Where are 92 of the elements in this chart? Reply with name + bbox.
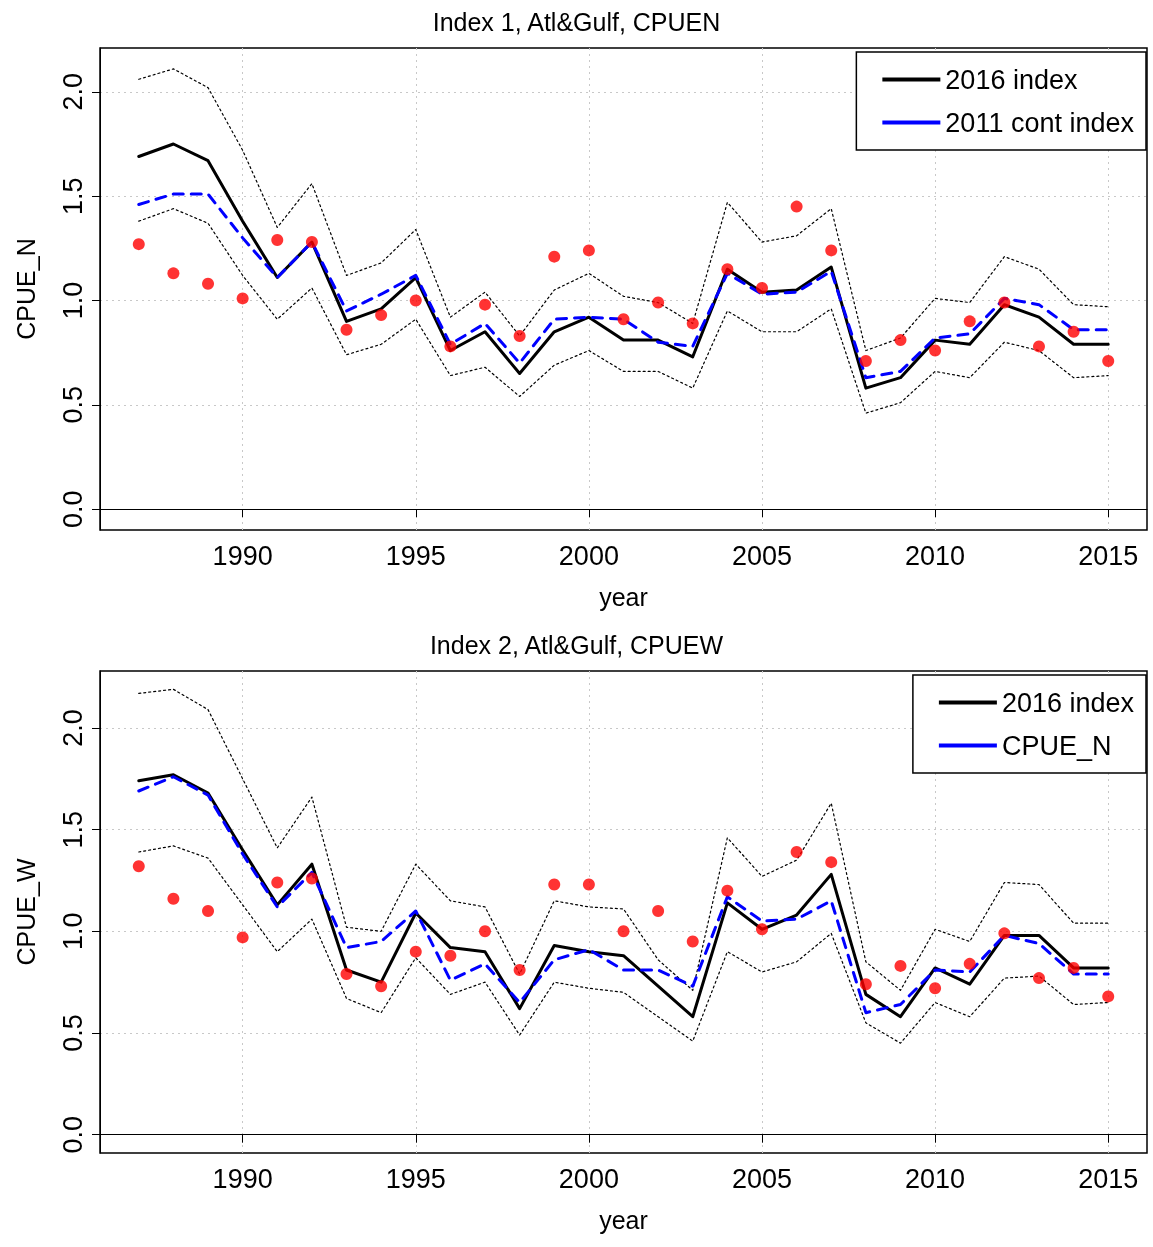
point [686,935,699,948]
point [929,344,942,357]
point [790,200,803,213]
point [721,263,734,276]
point [167,267,180,280]
x-tick-label: 2000 [558,540,619,571]
point [513,963,526,976]
point [375,309,388,322]
point [132,860,145,873]
point [721,884,734,897]
point [1102,354,1115,367]
point [998,927,1011,940]
point [271,233,284,246]
point [825,856,838,869]
point [790,846,803,858]
point [548,250,561,263]
y-tick-label: 1.5 [57,177,88,215]
y-tick-label: 0.5 [57,386,88,424]
x-tick-label: 2015 [1078,1163,1139,1194]
point [305,872,318,885]
x-axis-title: year [599,582,648,611]
y-tick-label: 0.0 [57,490,88,528]
point [1067,325,1080,338]
legend-label: CPUE_N [1001,730,1112,761]
y-tick-label: 2.0 [57,709,88,747]
y-tick-label: 0.5 [57,1014,88,1052]
point [236,931,249,944]
point [202,904,215,917]
x-tick-label: 2005 [731,540,793,571]
x-tick-label: 2010 [905,1163,966,1194]
point [132,238,145,251]
point [409,294,422,307]
point [929,982,942,995]
point [444,949,457,962]
point [894,334,907,347]
point [859,354,872,367]
y-axis-title: CPUE_N [11,238,40,340]
point [340,968,353,981]
point [582,244,595,257]
point [444,340,457,353]
point [756,281,768,294]
x-tick-label: 2015 [1078,540,1139,571]
point [825,244,838,257]
chart-title: Index 2, Atl&Gulf, CPUEW [429,630,724,659]
point [1032,972,1045,985]
point [305,236,318,249]
line-series [137,192,1110,380]
point [375,980,388,993]
point [409,945,422,958]
point [340,323,353,336]
point [894,959,907,972]
x-tick-label: 2005 [731,1163,793,1194]
point [167,892,180,905]
y-axis-title: CPUE_W [11,858,40,966]
point [686,317,699,330]
point [271,876,284,889]
y-tick-label: 1.5 [57,810,88,849]
y-tick-label: 2.0 [57,73,88,111]
x-tick-label: 1995 [385,540,446,571]
x-tick-label: 2010 [905,540,966,571]
chart-title: Index 1, Atl&Gulf, CPUEN [432,7,721,36]
point [617,925,630,938]
y-tick-label: 1.0 [57,281,88,320]
x-tick-label: 1990 [212,1163,273,1194]
point [479,298,492,311]
point [479,925,492,938]
point [652,296,665,309]
point [963,315,976,328]
x-tick-label: 1990 [212,540,273,571]
point [236,292,249,305]
point [1032,340,1045,353]
x-tick-label: 1995 [385,1163,446,1194]
y-tick-label: 0.0 [57,1115,88,1154]
point [756,923,768,936]
y-tick-label: 1.0 [57,912,88,951]
point [202,277,215,290]
point [548,878,561,891]
point [513,329,526,342]
legend-label: 2016 index [1001,687,1135,718]
legend-label: 2016 index [945,64,1078,95]
point [963,957,976,970]
legend-label: 2011 cont index [945,107,1135,138]
x-axis-title: year [599,1205,648,1234]
point [998,296,1011,309]
x-tick-label: 2000 [558,1163,619,1194]
point [582,878,595,891]
point [652,904,665,917]
point [859,978,872,991]
point [1102,990,1115,1003]
point [1067,961,1080,974]
line-series [138,208,1109,414]
point [617,313,630,326]
